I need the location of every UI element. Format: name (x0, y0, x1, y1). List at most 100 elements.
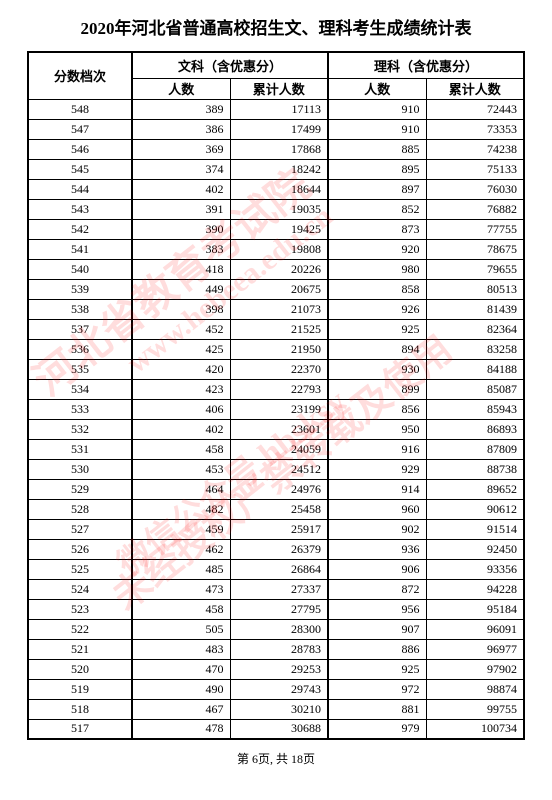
cell-score: 546 (28, 139, 132, 159)
cell-wenke-count: 425 (132, 339, 230, 359)
table-row: 5294642497691489652 (28, 479, 524, 499)
table-row: 5314582405991687809 (28, 439, 524, 459)
cell-wenke-count: 459 (132, 519, 230, 539)
table-row: 5453741824289575133 (28, 159, 524, 179)
cell-wenke-count: 482 (132, 499, 230, 519)
header-score: 分数档次 (28, 52, 132, 99)
table-row: 5413831980892078675 (28, 239, 524, 259)
cell-wenke-cum: 22793 (230, 379, 328, 399)
cell-like-cum: 74238 (426, 139, 524, 159)
cell-like-count: 972 (328, 679, 426, 699)
table-row: 5254852686490693356 (28, 559, 524, 579)
cell-like-cum: 84188 (426, 359, 524, 379)
cell-wenke-count: 402 (132, 179, 230, 199)
cell-wenke-cum: 23199 (230, 399, 328, 419)
cell-like-count: 852 (328, 199, 426, 219)
cell-wenke-cum: 25458 (230, 499, 328, 519)
cell-wenke-cum: 24512 (230, 459, 328, 479)
cell-like-count: 980 (328, 259, 426, 279)
cell-like-cum: 86893 (426, 419, 524, 439)
table-row: 5404182022698079655 (28, 259, 524, 279)
cell-like-count: 895 (328, 159, 426, 179)
table-row: 5264622637993692450 (28, 539, 524, 559)
header-wenke-count: 人数 (132, 78, 230, 99)
cell-wenke-cum: 28300 (230, 619, 328, 639)
cell-wenke-count: 449 (132, 279, 230, 299)
cell-score: 520 (28, 659, 132, 679)
cell-score: 529 (28, 479, 132, 499)
cell-score: 541 (28, 239, 132, 259)
cell-wenke-count: 391 (132, 199, 230, 219)
cell-like-count: 902 (328, 519, 426, 539)
cell-wenke-cum: 23601 (230, 419, 328, 439)
cell-like-count: 925 (328, 659, 426, 679)
table-row: 5204702925392597902 (28, 659, 524, 679)
cell-like-cum: 87809 (426, 439, 524, 459)
cell-wenke-count: 398 (132, 299, 230, 319)
table-row: 51747830688979100734 (28, 719, 524, 739)
table-row: 5364252195089483258 (28, 339, 524, 359)
cell-like-cum: 97902 (426, 659, 524, 679)
cell-wenke-cum: 17113 (230, 99, 328, 119)
cell-wenke-count: 458 (132, 439, 230, 459)
cell-wenke-count: 390 (132, 219, 230, 239)
table-row: 5304532451292988738 (28, 459, 524, 479)
cell-like-cum: 85943 (426, 399, 524, 419)
table-row: 5354202237093084188 (28, 359, 524, 379)
cell-wenke-cum: 30688 (230, 719, 328, 739)
cell-like-count: 897 (328, 179, 426, 199)
cell-like-count: 960 (328, 499, 426, 519)
table-row: 5374522152592582364 (28, 319, 524, 339)
cell-like-cum: 76030 (426, 179, 524, 199)
cell-wenke-count: 420 (132, 359, 230, 379)
cell-score: 542 (28, 219, 132, 239)
cell-like-cum: 96977 (426, 639, 524, 659)
cell-like-count: 920 (328, 239, 426, 259)
cell-like-cum: 91514 (426, 519, 524, 539)
cell-wenke-count: 458 (132, 599, 230, 619)
cell-like-count: 894 (328, 339, 426, 359)
cell-score: 519 (28, 679, 132, 699)
table-row: 5463691786888574238 (28, 139, 524, 159)
table-row: 5394492067585880513 (28, 279, 524, 299)
cell-like-cum: 89652 (426, 479, 524, 499)
cell-like-cum: 95184 (426, 599, 524, 619)
cell-wenke-count: 485 (132, 559, 230, 579)
cell-like-count: 930 (328, 359, 426, 379)
cell-wenke-count: 490 (132, 679, 230, 699)
cell-like-count: 936 (328, 539, 426, 559)
cell-like-cum: 80513 (426, 279, 524, 299)
cell-like-count: 950 (328, 419, 426, 439)
cell-wenke-count: 478 (132, 719, 230, 739)
cell-score: 523 (28, 599, 132, 619)
page-title: 2020年河北省普通高校招生文、理科考生成绩统计表 (0, 0, 552, 51)
cell-wenke-cum: 27337 (230, 579, 328, 599)
cell-wenke-cum: 18242 (230, 159, 328, 179)
cell-like-cum: 85087 (426, 379, 524, 399)
cell-score: 547 (28, 119, 132, 139)
cell-score: 525 (28, 559, 132, 579)
cell-wenke-cum: 20675 (230, 279, 328, 299)
table-row: 5383982107392681439 (28, 299, 524, 319)
cell-wenke-cum: 28783 (230, 639, 328, 659)
cell-like-cum: 78675 (426, 239, 524, 259)
cell-score: 544 (28, 179, 132, 199)
header-like-count: 人数 (328, 78, 426, 99)
table-row: 5194902974397298874 (28, 679, 524, 699)
cell-wenke-count: 473 (132, 579, 230, 599)
cell-score: 536 (28, 339, 132, 359)
cell-score: 534 (28, 379, 132, 399)
cell-like-count: 979 (328, 719, 426, 739)
cell-wenke-count: 402 (132, 419, 230, 439)
cell-wenke-count: 505 (132, 619, 230, 639)
cell-like-count: 886 (328, 639, 426, 659)
table-row: 5234582779595695184 (28, 599, 524, 619)
cell-wenke-count: 453 (132, 459, 230, 479)
cell-wenke-count: 386 (132, 119, 230, 139)
cell-wenke-count: 374 (132, 159, 230, 179)
cell-like-cum: 93356 (426, 559, 524, 579)
cell-like-count: 907 (328, 619, 426, 639)
table-row: 5184673021088199755 (28, 699, 524, 719)
cell-like-count: 910 (328, 99, 426, 119)
cell-wenke-cum: 22370 (230, 359, 328, 379)
